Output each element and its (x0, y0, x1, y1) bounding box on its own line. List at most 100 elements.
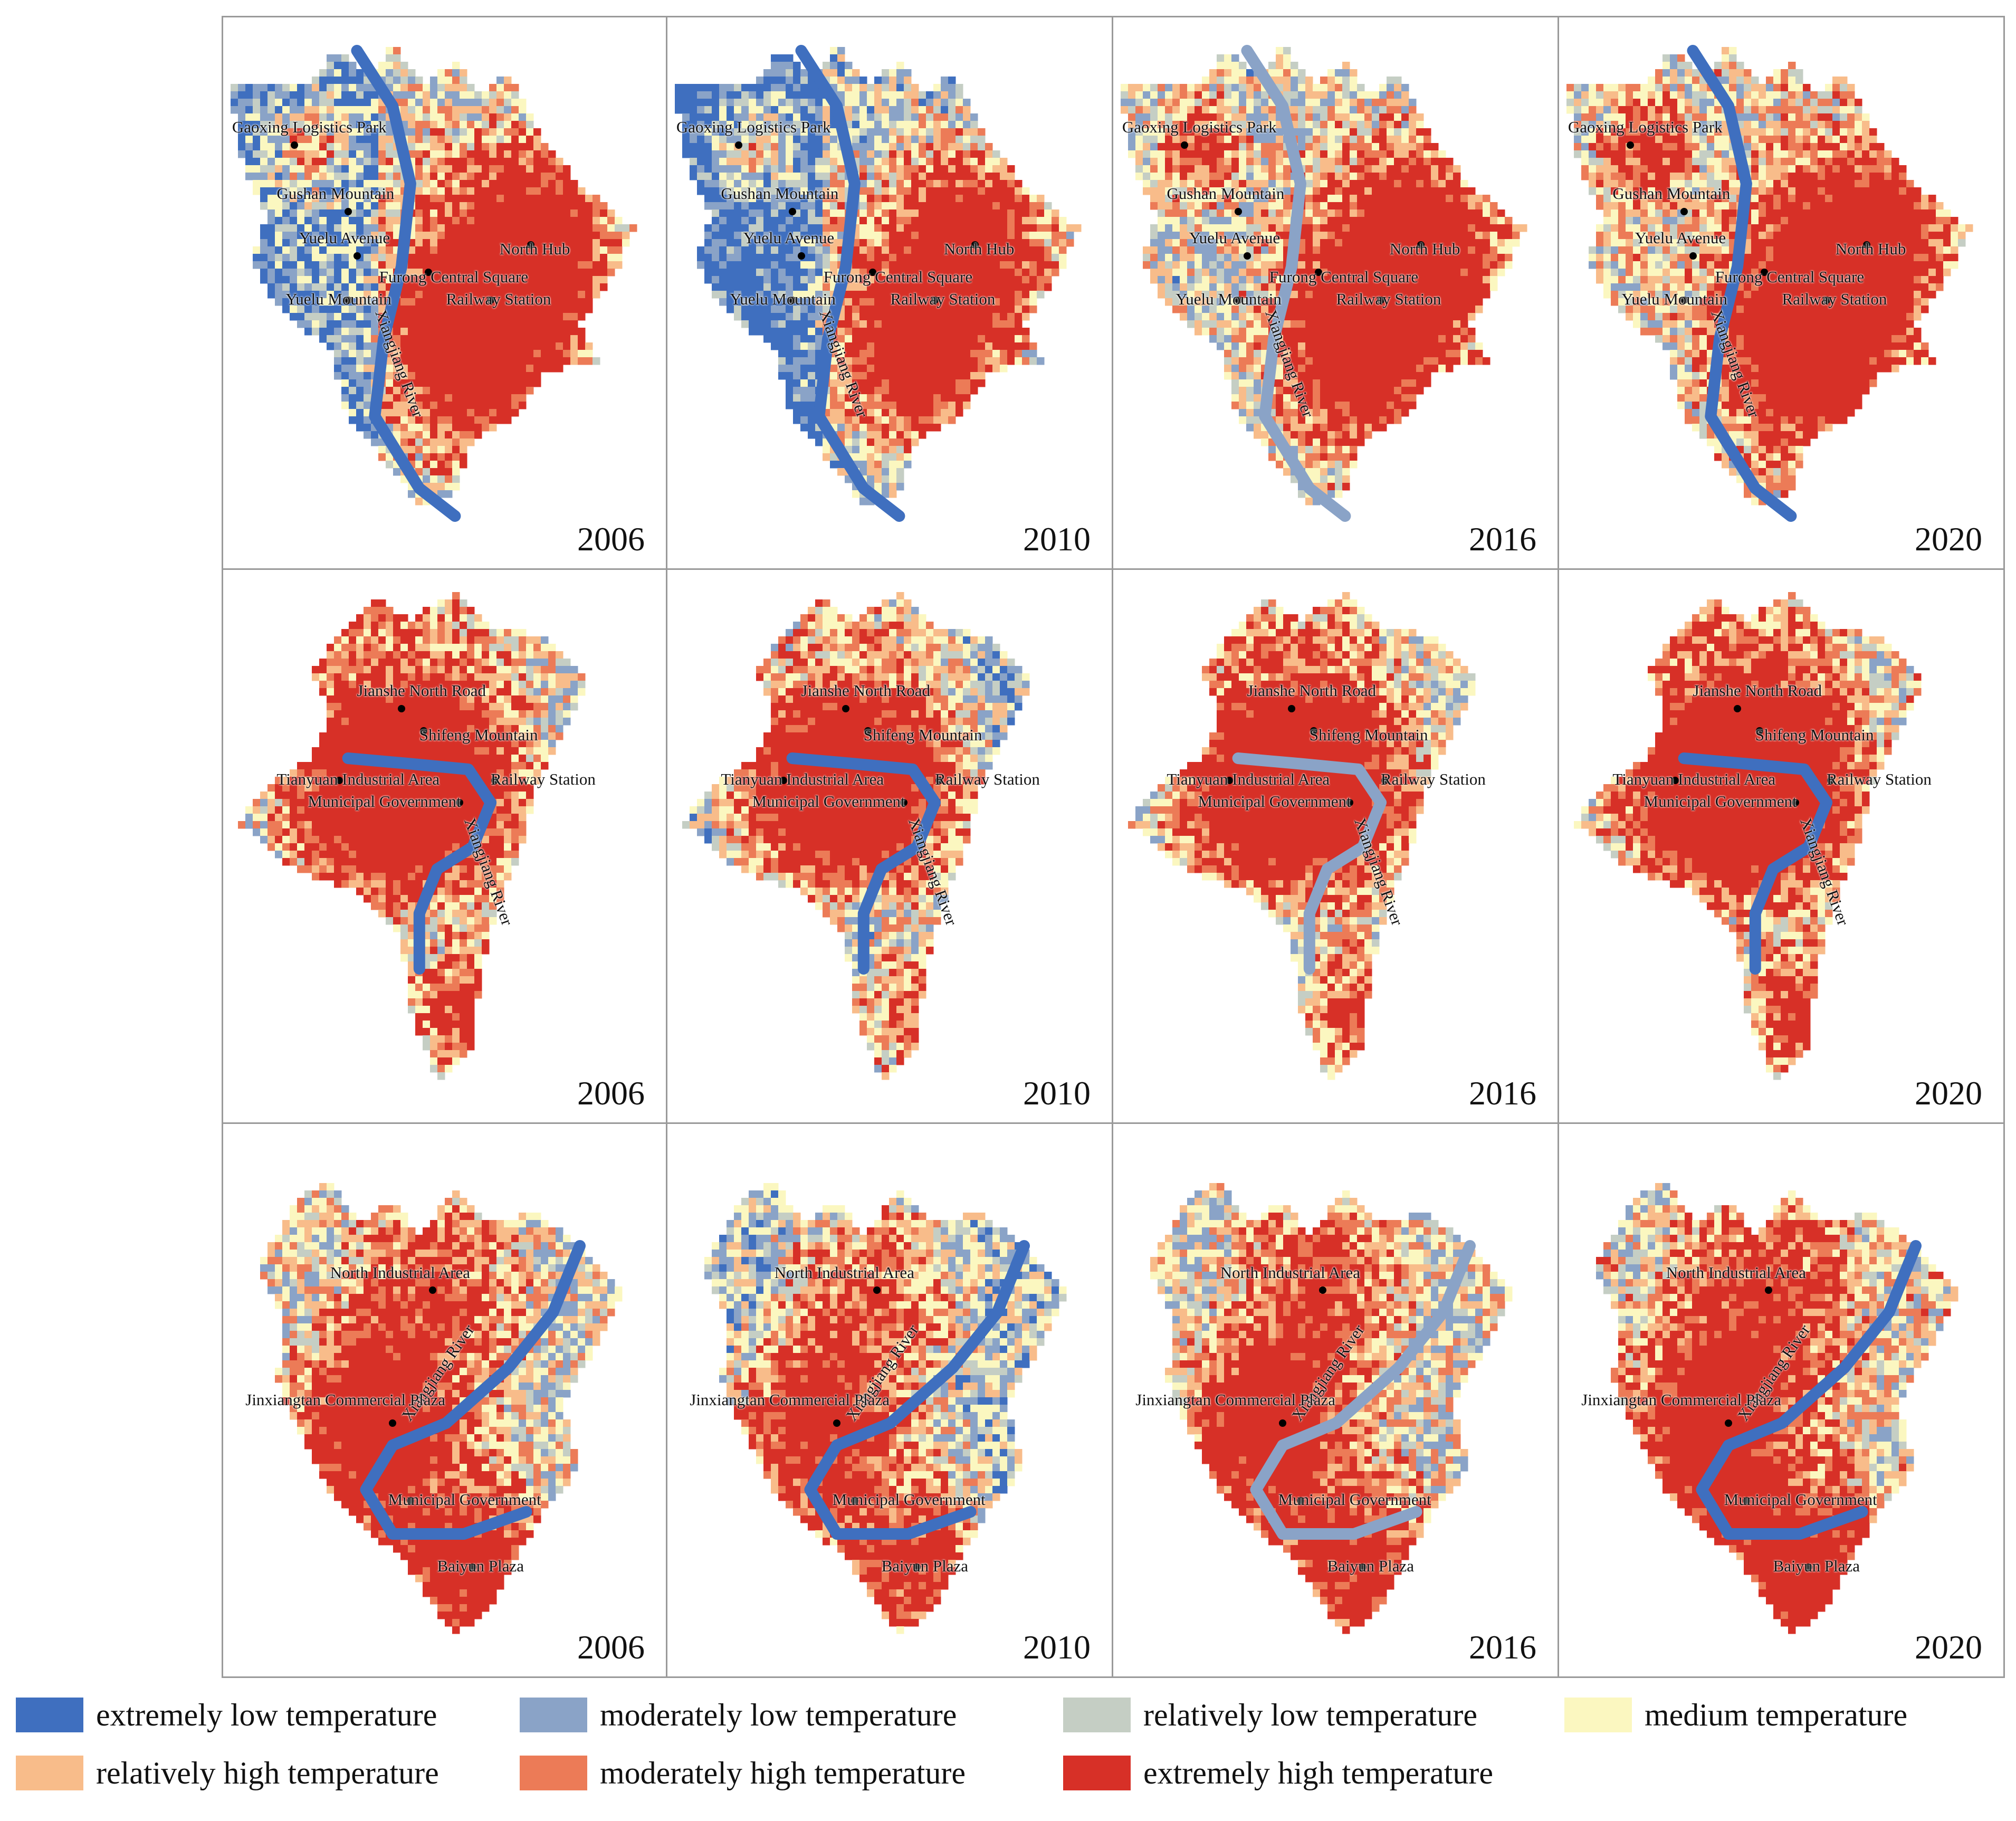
landmark-marker (1234, 296, 1242, 304)
landmark-marker (1863, 241, 1871, 249)
landmark-label: Municipal Government (833, 1490, 986, 1509)
legend-label: medium temperature (1645, 1697, 1907, 1733)
landmark-label: Jinxiangtan Commercial Plaza (1135, 1390, 1335, 1409)
landmark-marker (735, 141, 743, 149)
legend-item: extremely low temperature (16, 1696, 437, 1733)
landmark-label: Railway Station (1336, 290, 1441, 309)
landmark-label: North Industrial Area (330, 1263, 470, 1282)
landmark-label: Shifeng Mountain (864, 726, 982, 745)
landmark-marker (1279, 1419, 1287, 1427)
landmark-label: Tianyuan Industrial Area (276, 770, 439, 789)
landmark-marker (1823, 296, 1830, 304)
landmark-marker (1234, 207, 1242, 215)
river (351, 45, 461, 522)
landmark-label: Railway Station (1827, 770, 1932, 789)
river (1241, 45, 1351, 522)
landmark-marker (1756, 727, 1764, 735)
legend-label: extremely low temperature (96, 1697, 437, 1733)
temperature-map (1566, 45, 1973, 522)
landmark-marker (1734, 704, 1741, 712)
map-panel-zhuzhou-2016: Xiangjiang River Jianshe North Road Shifen… (1113, 570, 1559, 1124)
landmark-label: Railway Station (891, 290, 996, 309)
landmark-marker (1377, 296, 1384, 304)
landmark-marker (864, 727, 872, 735)
landmark-label: Tianyuan Industrial Area (1612, 770, 1775, 789)
landmark-marker (398, 704, 405, 712)
landmark-marker (1181, 141, 1189, 149)
landmark-label: Jinxiangtan Commercial Plaza (245, 1390, 445, 1409)
landmark-label: Furong Central Square (1269, 268, 1418, 287)
landmark-label: Yuelu Mountain (1176, 290, 1282, 309)
landmark-label: Shifeng Mountain (419, 726, 538, 745)
landmark-label: Municipal Government (1198, 792, 1351, 811)
landmark-label: North Hub (500, 240, 570, 259)
landmark-label: Shifeng Mountain (1310, 726, 1428, 745)
river (1678, 752, 1832, 975)
year-label: 2006 (577, 1074, 645, 1113)
landmark-label: Tianyuan Industrial Area (1167, 770, 1330, 789)
landmark-marker (429, 1286, 437, 1294)
landmark-marker (1827, 777, 1835, 784)
landmark-label: Yuelu Avenue (1189, 228, 1280, 247)
year-label: 2020 (1915, 520, 1982, 559)
landmark-marker (1359, 1563, 1367, 1571)
landmark-label: Gushan Mountain (721, 184, 838, 203)
year-label: 2016 (1469, 1628, 1536, 1667)
landmark-marker (913, 1563, 921, 1571)
legend-item: relatively low temperature (1063, 1696, 1477, 1733)
landmark-label: Gaoxing Logistics Park (1122, 118, 1277, 137)
year-label: 2016 (1469, 1074, 1536, 1113)
landmark-marker (353, 252, 361, 260)
temperature-map (1596, 1183, 1958, 1634)
landmark-label: Municipal Government (752, 792, 905, 811)
legend-label: moderately high temperature (600, 1755, 966, 1791)
landmark-label: Railway Station (935, 770, 1040, 789)
legend-item: relatively high temperature (16, 1755, 439, 1791)
landmark-label: Jianshe North Road (1693, 681, 1822, 700)
landmark-label: Municipal Government (1724, 1490, 1877, 1509)
landmark-label: Shifeng Mountain (1755, 726, 1874, 745)
landmark-marker (1296, 1497, 1304, 1504)
map-panel-zhuzhou-2010: Xiangjiang River Jianshe North Road Shifen… (667, 570, 1113, 1124)
landmark-marker (931, 296, 939, 304)
temperature-map (682, 592, 1030, 1080)
temperature-map (231, 45, 637, 522)
landmark-label: Furong Central Square (824, 268, 972, 287)
landmark-label: Yuelu Avenue (299, 228, 390, 247)
legend-label: moderately low temperature (600, 1697, 957, 1733)
landmark-marker (1760, 269, 1768, 276)
landmark-label: Gushan Mountain (276, 184, 394, 203)
landmark-marker (335, 777, 343, 784)
landmark-marker (851, 1497, 858, 1504)
landmark-marker (1243, 252, 1251, 260)
year-label: 2020 (1915, 1074, 1982, 1113)
landmark-label: North Industrial Area (775, 1263, 914, 1282)
landmark-label: Gaoxing Logistics Park (676, 118, 831, 137)
landmark-label: Baiyun Plaza (1773, 1557, 1860, 1576)
landmark-marker (1742, 1497, 1750, 1504)
landmark-marker (1680, 207, 1688, 215)
legend-swatch (520, 1698, 587, 1732)
landmark-label: Furong Central Square (379, 268, 528, 287)
landmark-label: Yuelu Avenue (743, 228, 834, 247)
year-label: 2010 (1023, 520, 1091, 559)
temperature-map (675, 45, 1082, 522)
landmark-label: Municipal Government (1278, 1490, 1431, 1509)
landmark-marker (779, 777, 787, 784)
map-panel-changsha-2010: Xiangjiang River Gaoxing Logistics Park Gu… (667, 16, 1113, 570)
river (786, 752, 941, 975)
landmark-marker (1791, 799, 1799, 806)
river (1250, 1240, 1476, 1540)
landmark-marker (1627, 141, 1635, 149)
landmark-marker (788, 207, 796, 215)
river (795, 45, 905, 522)
landmark-label: Railway Station (446, 290, 551, 309)
landmark-label: Gaoxing Logistics Park (1568, 118, 1723, 137)
landmark-label: Railway Station (1381, 770, 1486, 789)
landmark-label: Municipal Government (1644, 792, 1797, 811)
year-label: 2006 (577, 1628, 645, 1667)
legend-swatch (16, 1698, 83, 1732)
river (1687, 45, 1797, 522)
landmark-marker (842, 704, 849, 712)
landmark-label: Jianshe North Road (357, 681, 486, 700)
